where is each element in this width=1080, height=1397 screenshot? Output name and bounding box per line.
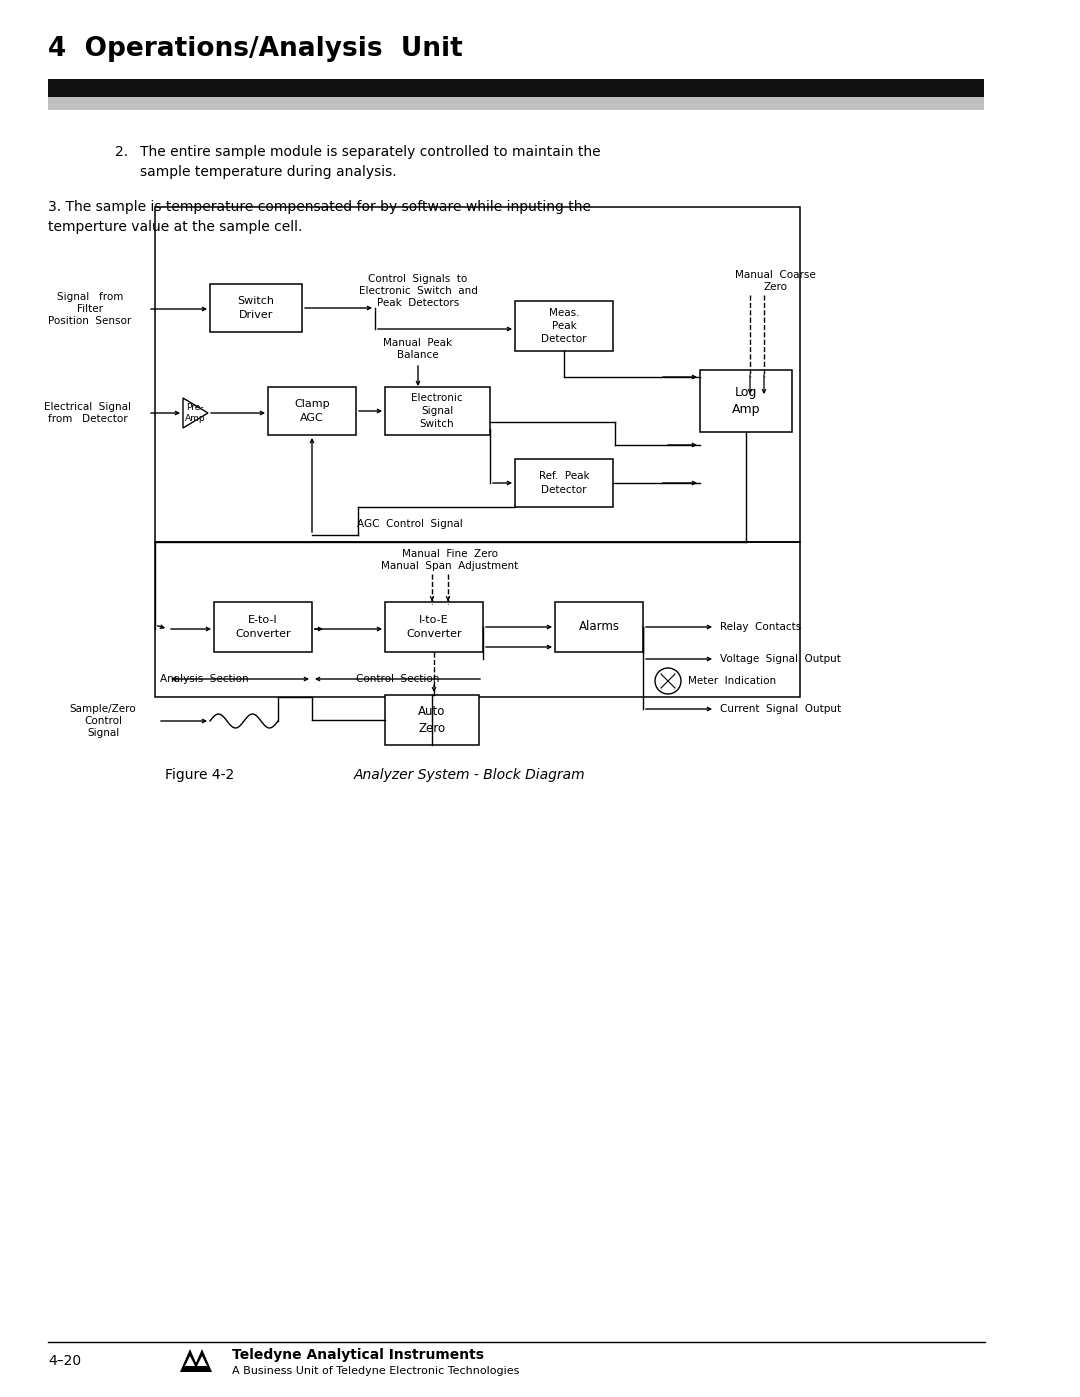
Text: Balance: Balance xyxy=(397,351,438,360)
Text: Manual  Span  Adjustment: Manual Span Adjustment xyxy=(381,562,518,571)
Text: 4  Operations/Analysis  Unit: 4 Operations/Analysis Unit xyxy=(48,36,462,61)
Text: Electrical  Signal: Electrical Signal xyxy=(44,402,132,412)
Bar xyxy=(156,207,800,542)
Text: Figure 4-2: Figure 4-2 xyxy=(165,768,234,782)
Polygon shape xyxy=(192,1350,212,1372)
Text: Control  Signals  to: Control Signals to xyxy=(368,274,468,284)
Text: Log
Amp: Log Amp xyxy=(732,386,760,416)
Text: AGC  Control  Signal: AGC Control Signal xyxy=(357,520,463,529)
Text: Signal: Signal xyxy=(86,728,119,738)
Bar xyxy=(214,602,312,652)
Text: The entire sample module is separately controlled to maintain the: The entire sample module is separately c… xyxy=(140,145,600,159)
Text: 2.: 2. xyxy=(114,145,129,159)
Polygon shape xyxy=(180,1350,200,1372)
Text: I-to-E
Converter: I-to-E Converter xyxy=(406,616,462,638)
Text: Electronic  Switch  and: Electronic Switch and xyxy=(359,286,477,296)
Text: Position  Sensor: Position Sensor xyxy=(49,316,132,326)
Text: Alarms: Alarms xyxy=(579,620,620,633)
Text: Signal   from: Signal from xyxy=(57,292,123,302)
Text: Control  Section: Control Section xyxy=(356,673,440,685)
Text: Analyzer System - Block Diagram: Analyzer System - Block Diagram xyxy=(354,768,585,782)
Text: Meter  Indication: Meter Indication xyxy=(688,676,777,686)
Text: Auto
Zero: Auto Zero xyxy=(418,705,446,735)
Bar xyxy=(515,300,613,351)
Polygon shape xyxy=(185,1356,195,1366)
Text: from   Detector: from Detector xyxy=(49,414,127,425)
Text: Manual  Coarse: Manual Coarse xyxy=(734,270,815,279)
Text: sample temperature during analysis.: sample temperature during analysis. xyxy=(140,165,396,179)
Text: Peak  Detectors: Peak Detectors xyxy=(377,298,459,307)
Text: 4–20: 4–20 xyxy=(48,1354,81,1368)
Bar xyxy=(156,542,800,697)
Text: Analysis  Section: Analysis Section xyxy=(160,673,248,685)
Bar xyxy=(555,602,643,652)
Text: Meas.
Peak
Detector: Meas. Peak Detector xyxy=(541,307,586,344)
Text: Current  Signal  Output: Current Signal Output xyxy=(720,704,841,714)
Circle shape xyxy=(654,668,681,694)
Text: Voltage  Signal  Output: Voltage Signal Output xyxy=(720,654,841,664)
Text: Manual  Peak: Manual Peak xyxy=(383,338,453,348)
Text: Teledyne Analytical Instruments: Teledyne Analytical Instruments xyxy=(232,1348,484,1362)
Bar xyxy=(48,96,984,110)
Text: Filter: Filter xyxy=(77,305,103,314)
Text: temperture value at the sample cell.: temperture value at the sample cell. xyxy=(48,219,302,235)
Text: Control: Control xyxy=(84,717,122,726)
Text: Electronic
Signal
Switch: Electronic Signal Switch xyxy=(411,393,463,429)
Text: A Business Unit of Teledyne Electronic Technologies: A Business Unit of Teledyne Electronic T… xyxy=(232,1366,519,1376)
Bar xyxy=(384,694,480,745)
Bar xyxy=(210,284,302,332)
Text: Ref.  Peak
Detector: Ref. Peak Detector xyxy=(539,471,590,495)
Bar xyxy=(384,602,483,652)
Bar xyxy=(268,387,356,434)
Text: Relay  Contacts: Relay Contacts xyxy=(720,622,801,631)
Text: 3. The sample is temperature compensated for by software while inputing the: 3. The sample is temperature compensated… xyxy=(48,200,591,214)
Bar xyxy=(48,80,984,96)
Text: E-to-I
Converter: E-to-I Converter xyxy=(235,616,291,638)
Text: Clamp
AGC: Clamp AGC xyxy=(294,400,329,423)
Polygon shape xyxy=(197,1356,207,1366)
Polygon shape xyxy=(183,398,208,427)
Bar xyxy=(515,460,613,507)
Bar xyxy=(700,370,792,432)
Text: Manual  Fine  Zero: Manual Fine Zero xyxy=(402,549,498,559)
Text: Zero: Zero xyxy=(762,282,787,292)
Text: Pre-
Amp: Pre- Amp xyxy=(185,402,205,423)
Text: Sample/Zero: Sample/Zero xyxy=(70,704,136,714)
Bar xyxy=(384,387,490,434)
Text: Switch
Driver: Switch Driver xyxy=(238,296,274,320)
